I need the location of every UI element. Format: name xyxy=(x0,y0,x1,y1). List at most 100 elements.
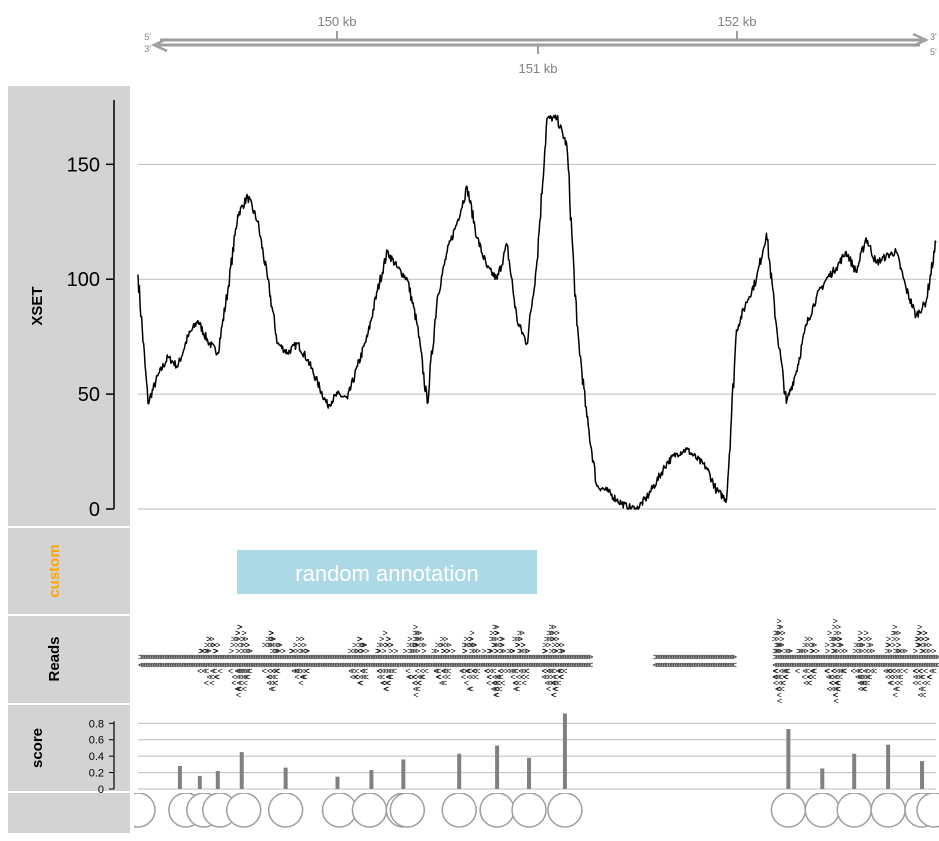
read-forward: > xyxy=(776,646,781,656)
read-reverse: < xyxy=(224,660,229,670)
read-reverse: < xyxy=(784,672,789,682)
read-reverse: < xyxy=(304,666,309,676)
read-reverse: < xyxy=(212,660,217,670)
read-forward: > xyxy=(873,652,878,662)
read-reverse: < xyxy=(781,678,786,688)
read-reverse: < xyxy=(266,672,271,682)
read-reverse: < xyxy=(267,666,272,676)
read-forward: > xyxy=(779,634,784,644)
read-forward: > xyxy=(286,652,291,662)
read-forward: > xyxy=(836,640,841,650)
read-forward: > xyxy=(352,640,357,650)
read-reverse: < xyxy=(179,660,184,670)
score-bar xyxy=(820,768,825,789)
read-forward: > xyxy=(291,652,296,662)
read-reverse: < xyxy=(686,660,691,670)
read-reverse: < xyxy=(236,672,241,682)
read-reverse: < xyxy=(169,660,174,670)
read-forward: > xyxy=(262,640,267,650)
read-reverse: < xyxy=(542,666,547,676)
read-forward: > xyxy=(506,646,511,656)
read-reverse: < xyxy=(504,660,509,670)
read-forward: > xyxy=(284,652,289,662)
read-reverse: < xyxy=(511,666,516,676)
read-reverse: < xyxy=(581,660,586,670)
read-reverse: < xyxy=(267,672,272,682)
read-reverse: < xyxy=(889,672,894,682)
read-reverse: < xyxy=(428,660,433,670)
read-forward: > xyxy=(375,646,380,656)
read-forward: > xyxy=(810,646,815,656)
read-forward: > xyxy=(796,652,801,662)
read-reverse: < xyxy=(653,660,658,670)
read-forward: > xyxy=(160,652,165,662)
read-reverse: < xyxy=(784,660,789,670)
circle-feature xyxy=(511,793,547,828)
read-reverse: < xyxy=(667,660,672,670)
read-reverse: < xyxy=(238,678,243,688)
read-forward: > xyxy=(330,652,335,662)
read-reverse: < xyxy=(518,666,523,676)
read-reverse: < xyxy=(375,660,380,670)
read-reverse: < xyxy=(865,672,870,682)
read-forward: > xyxy=(891,628,896,638)
read-forward: > xyxy=(684,652,689,662)
read-forward: > xyxy=(885,640,890,650)
read-forward: > xyxy=(779,640,784,650)
read-forward: > xyxy=(808,652,813,662)
read-reverse: < xyxy=(389,672,394,682)
read-reverse: < xyxy=(277,660,282,670)
read-reverse: < xyxy=(466,672,471,682)
read-forward: > xyxy=(280,646,285,656)
read-forward: > xyxy=(344,652,349,662)
read-forward: > xyxy=(521,640,526,650)
read-reverse: < xyxy=(380,678,385,688)
read-forward: > xyxy=(868,640,873,650)
read-forward: > xyxy=(549,628,554,638)
read-forward: > xyxy=(419,634,424,644)
read-forward: > xyxy=(421,646,426,656)
read-forward: > xyxy=(237,622,242,632)
read-reverse: < xyxy=(454,660,459,670)
read-reverse: < xyxy=(491,684,496,694)
read-reverse: < xyxy=(152,660,157,670)
circle-feature xyxy=(267,793,304,828)
read-forward: > xyxy=(268,628,273,638)
read-reverse: < xyxy=(355,672,360,682)
read-reverse: < xyxy=(550,660,555,670)
read-forward: > xyxy=(450,646,455,656)
read-reverse: < xyxy=(425,660,430,670)
read-reverse: < xyxy=(902,660,907,670)
read-reverse: < xyxy=(487,672,492,682)
read-forward: > xyxy=(419,640,424,650)
read-forward: > xyxy=(334,652,339,662)
read-forward: > xyxy=(511,652,516,662)
read-reverse: < xyxy=(698,660,703,670)
read-forward: > xyxy=(657,652,662,662)
read-reverse: < xyxy=(412,678,417,688)
read-forward: > xyxy=(930,652,935,662)
read-forward: > xyxy=(239,652,244,662)
read-forward: > xyxy=(523,652,528,662)
read-forward: > xyxy=(528,652,533,662)
read-forward: > xyxy=(498,634,503,644)
read-reverse: < xyxy=(903,666,908,676)
read-reverse: < xyxy=(919,672,924,682)
read-forward: > xyxy=(412,628,417,638)
read-forward: > xyxy=(207,640,212,650)
read-reverse: < xyxy=(496,678,501,688)
read-reverse: < xyxy=(150,660,155,670)
read-reverse: < xyxy=(831,666,836,676)
read-reverse: < xyxy=(495,672,500,682)
read-reverse: < xyxy=(878,660,883,670)
read-reverse: < xyxy=(830,660,835,670)
read-forward: > xyxy=(548,646,553,656)
read-reverse: < xyxy=(551,690,556,700)
read-reverse: < xyxy=(350,672,355,682)
read-reverse: < xyxy=(385,672,390,682)
read-reverse: < xyxy=(930,660,935,670)
read-forward: > xyxy=(494,634,499,644)
read-forward: > xyxy=(698,652,703,662)
read-forward: > xyxy=(495,652,500,662)
read-reverse: < xyxy=(209,678,214,688)
